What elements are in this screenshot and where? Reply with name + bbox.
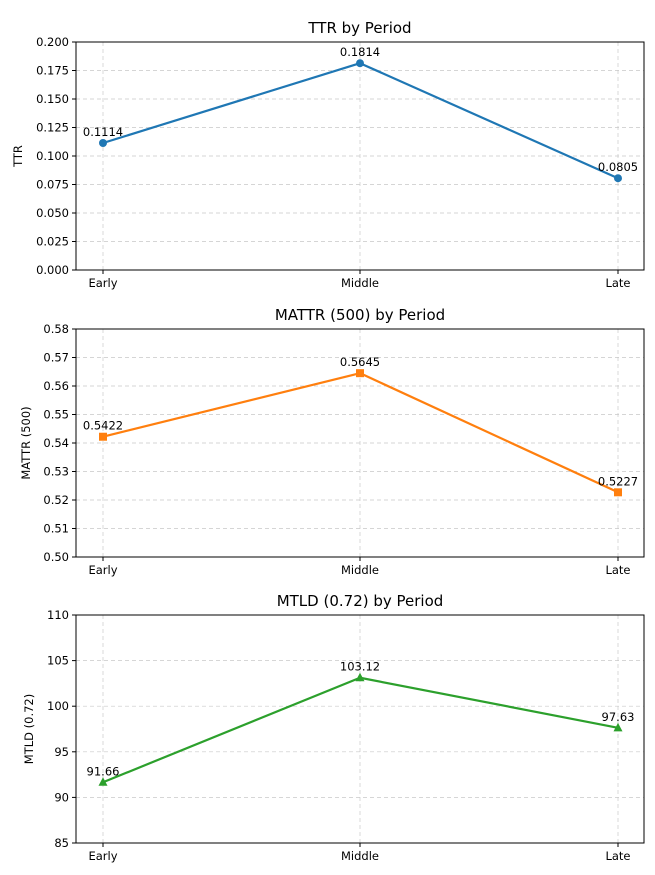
mattr-ytick-label: 0.58	[43, 322, 69, 336]
mattr-ytick-label: 0.51	[43, 522, 69, 536]
mattr-xtick-label: Early	[88, 563, 117, 577]
mattr-ytick-label: 0.55	[43, 408, 69, 422]
ttr-chart-title: TTR by Period	[307, 19, 411, 37]
mtld-ytick-label: 95	[54, 745, 69, 759]
ttr-series-line	[102, 62, 619, 180]
ttr-chart-ylabel: TTR	[11, 145, 25, 168]
ttr-xtick-label: Early	[88, 276, 117, 290]
ttr-ytick-label: 0.000	[36, 263, 69, 277]
mtld-data-point	[355, 672, 365, 682]
mtld-data-point	[98, 777, 108, 786]
mtld-data-label: 97.63	[602, 710, 635, 724]
ttr-ytick-label: 0.175	[36, 64, 69, 78]
ttr-ytick-label: 0.125	[36, 121, 69, 135]
ttr-data-label: 0.1814	[340, 45, 380, 59]
mattr-data-point	[356, 369, 364, 378]
mattr-series-line	[102, 372, 619, 494]
mtld-xtick-label: Middle	[341, 849, 379, 863]
mattr-data-label: 0.5422	[83, 419, 123, 433]
mattr-data-point	[614, 488, 622, 497]
mattr-data-label: 0.5645	[340, 355, 380, 369]
mtld-ytick-label: 100	[47, 699, 69, 713]
mattr-chart-panel: MATTR (500) by Period MATTR (500) 0.50 0.…	[19, 306, 645, 577]
mattr-data-label: 0.5227	[598, 474, 638, 488]
mattr-xtick-label: Late	[605, 563, 630, 577]
ttr-ytick-label: 0.075	[36, 178, 69, 192]
mattr-chart-ylabel: MATTR (500)	[19, 406, 33, 479]
ttr-ytick-label: 0.150	[36, 92, 69, 106]
mtld-ytick-label: 110	[47, 608, 69, 622]
mtld-ytick-label: 105	[47, 654, 69, 668]
ttr-ytick-label: 0.200	[36, 35, 69, 49]
ttr-data-label: 0.1114	[83, 125, 123, 139]
mtld-chart-ylabel: MTLD (0.72)	[22, 694, 36, 764]
mattr-xtick-label: Middle	[341, 563, 379, 577]
mtld-chart-panel: MTLD (0.72) by Period MTLD (0.72) 85 90 95…	[22, 592, 645, 863]
ttr-ytick-label: 0.050	[36, 206, 69, 220]
mattr-ytick-label: 0.56	[43, 379, 69, 393]
mattr-data-point	[99, 432, 107, 441]
mtld-series-line	[102, 676, 619, 784]
ttr-data-label: 0.0805	[598, 160, 638, 174]
mattr-ytick-label: 0.57	[43, 351, 69, 365]
ttr-data-point	[356, 59, 364, 68]
ttr-xtick-label: Middle	[341, 276, 379, 290]
mattr-ytick-label: 0.50	[43, 550, 69, 564]
mattr-chart-title: MATTR (500) by Period	[275, 306, 445, 324]
mattr-ytick-label: 0.54	[43, 436, 69, 450]
mtld-chart-title: MTLD (0.72) by Period	[277, 592, 444, 610]
mattr-ytick-label: 0.52	[43, 493, 69, 507]
mattr-ytick-label: 0.53	[43, 465, 69, 479]
mtld-xtick-label: Early	[88, 849, 117, 863]
mtld-ytick-label: 90	[54, 790, 69, 804]
ttr-data-point	[614, 174, 622, 183]
mtld-data-label: 103.12	[340, 660, 380, 674]
mtld-ytick-label: 85	[54, 836, 69, 850]
mtld-data-point	[613, 722, 623, 732]
ttr-ytick-label: 0.025	[36, 235, 69, 249]
mtld-data-label: 91.66	[87, 764, 120, 778]
ttr-ytick-label: 0.100	[36, 149, 69, 163]
ttr-data-point	[99, 139, 107, 148]
ttr-chart-panel: TTR by Period TTR 0.000 0.025 0.050 0.075 0.…	[11, 19, 645, 290]
ttr-xtick-label: Late	[605, 276, 630, 290]
mtld-xtick-label: Late	[605, 849, 630, 863]
